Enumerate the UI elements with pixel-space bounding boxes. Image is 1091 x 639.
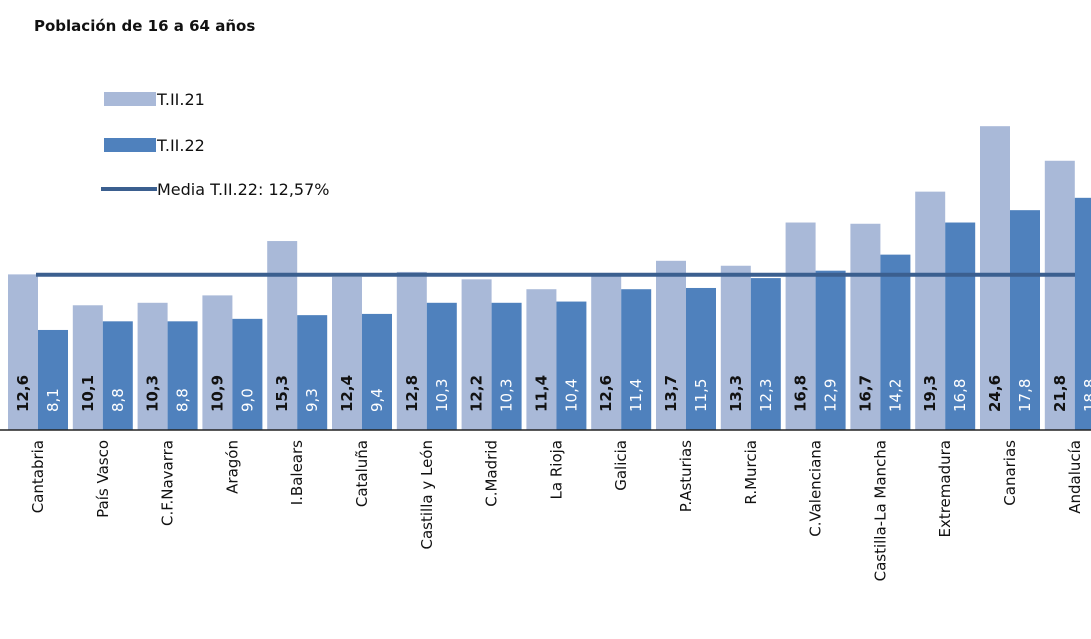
category-label-10: P.Asturias <box>677 440 695 512</box>
category-label-8: La Rioja <box>547 440 565 499</box>
bar-t2-22-12 <box>815 270 846 430</box>
data-label-t2-22-14: 16,8 <box>951 379 969 412</box>
data-label-t2-22-3: 9,0 <box>238 388 256 412</box>
category-label-11: R.Murcia <box>742 440 760 505</box>
data-label-t2-21-16: 21,8 <box>1051 375 1069 412</box>
data-label-t2-22-7: 10,3 <box>498 379 516 412</box>
category-label-14: Extremadura <box>936 440 954 538</box>
category-label-12: C.Valenciana <box>807 440 825 537</box>
data-label-t2-22-16: 18,8 <box>1081 379 1091 412</box>
bar-t2-22-15 <box>1010 210 1040 430</box>
bar-t2-21-10 <box>656 260 686 430</box>
data-label-t2-22-5: 9,4 <box>368 388 386 412</box>
legend-swatch-t2-22 <box>104 138 156 152</box>
data-label-t2-21-8: 11,4 <box>532 375 550 412</box>
bar-t2-21-15 <box>980 126 1010 430</box>
bar-t2-22-11 <box>750 278 781 430</box>
bar-t2-22-9 <box>621 289 652 430</box>
data-label-t2-21-13: 16,7 <box>856 375 874 412</box>
data-label-t2-21-15: 24,6 <box>986 375 1004 412</box>
bar-t2-22-13 <box>880 254 911 430</box>
data-label-t2-22-11: 12,3 <box>757 379 775 412</box>
data-label-t2-21-14: 19,3 <box>921 375 939 412</box>
bar-t2-21-11 <box>720 265 751 430</box>
data-label-t2-22-6: 10,3 <box>433 379 451 412</box>
category-label-3: Aragón <box>223 440 241 494</box>
data-label-t2-22-4: 9,3 <box>303 388 321 412</box>
data-label-t2-21-4: 15,3 <box>273 375 291 412</box>
data-label-t2-22-10: 11,5 <box>692 379 710 412</box>
data-label-t2-22-15: 17,8 <box>1016 379 1034 412</box>
category-label-4: I.Balears <box>288 440 306 505</box>
data-label-t2-22-0: 8,1 <box>44 388 62 412</box>
bar-t2-22-2 <box>167 321 198 430</box>
bar-t2-21-4 <box>267 241 298 430</box>
category-label-9: Galicia <box>612 440 630 491</box>
bar-t2-22-0 <box>38 329 68 430</box>
bar-t2-22-7 <box>491 302 522 430</box>
data-label-t2-22-1: 8,8 <box>109 388 127 412</box>
bar-t2-22-16 <box>1074 197 1091 430</box>
bar-t2-21-3 <box>202 295 233 430</box>
category-label-2: C.F.Navarra <box>159 440 177 526</box>
bar-t2-22-1 <box>102 321 133 430</box>
data-label-t2-21-2: 10,3 <box>144 375 162 412</box>
data-label-t2-22-13: 14,2 <box>886 379 904 412</box>
category-label-16: Andalucía <box>1066 440 1084 514</box>
bar-t2-21-8 <box>526 289 557 430</box>
category-label-1: País Vasco <box>94 440 112 518</box>
data-label-t2-22-12: 12,9 <box>822 379 840 412</box>
bar-t2-21-6 <box>396 271 427 430</box>
bar-t2-21-14 <box>915 191 946 430</box>
legend-label-mean: Media T.II.22: 12,57% <box>157 180 329 199</box>
category-label-13: Castilla-La Mancha <box>871 440 889 581</box>
bar-t2-21-9 <box>591 274 622 430</box>
data-label-t2-22-8: 10,4 <box>562 379 580 412</box>
bar-t2-22-4 <box>297 315 328 430</box>
category-label-0: Cantabria <box>29 440 47 513</box>
bar-t2-21-7 <box>461 279 492 430</box>
data-label-t2-21-0: 12,6 <box>14 375 32 412</box>
data-label-t2-22-9: 11,4 <box>627 379 645 412</box>
data-label-t2-21-12: 16,8 <box>792 375 810 412</box>
data-label-t2-22-2: 8,8 <box>174 388 192 412</box>
bar-t2-21-2 <box>137 302 168 430</box>
data-label-t2-21-3: 10,9 <box>208 375 226 412</box>
data-label-t2-21-6: 12,8 <box>403 375 421 412</box>
bar-t2-21-16 <box>1044 160 1075 430</box>
bar-t2-22-14 <box>945 222 976 430</box>
category-label-5: Cataluña <box>353 440 371 507</box>
data-label-t2-21-9: 12,6 <box>597 375 615 412</box>
bar-t2-21-1 <box>72 305 103 430</box>
category-label-7: C.Madrid <box>483 440 501 507</box>
legend-label-t2-22: T.II.22 <box>156 136 205 155</box>
bar-t2-22-10 <box>686 287 716 430</box>
bar-t2-22-3 <box>232 318 263 430</box>
legend-label-t2-21: T.II.21 <box>156 90 205 109</box>
bar-t2-21-5 <box>332 276 362 430</box>
data-label-t2-21-11: 13,3 <box>727 375 745 412</box>
bar-t2-22-6 <box>426 302 457 430</box>
legend-swatch-t2-21 <box>104 92 156 106</box>
chart-title: Población de 16 a 64 años <box>34 17 256 35</box>
bar-t2-22-8 <box>556 301 587 430</box>
data-label-t2-21-5: 12,4 <box>338 375 356 412</box>
category-label-15: Canarias <box>1001 440 1019 506</box>
data-label-t2-21-7: 12,2 <box>468 375 486 412</box>
category-label-6: Castilla y León <box>418 440 436 549</box>
bar-t2-22-5 <box>362 313 392 430</box>
data-label-t2-21-10: 13,7 <box>662 375 680 412</box>
bar-t2-21-13 <box>850 223 881 430</box>
bar-t2-21-12 <box>785 222 816 430</box>
bar-t2-21-0 <box>8 274 38 430</box>
data-label-t2-21-1: 10,1 <box>79 375 97 412</box>
